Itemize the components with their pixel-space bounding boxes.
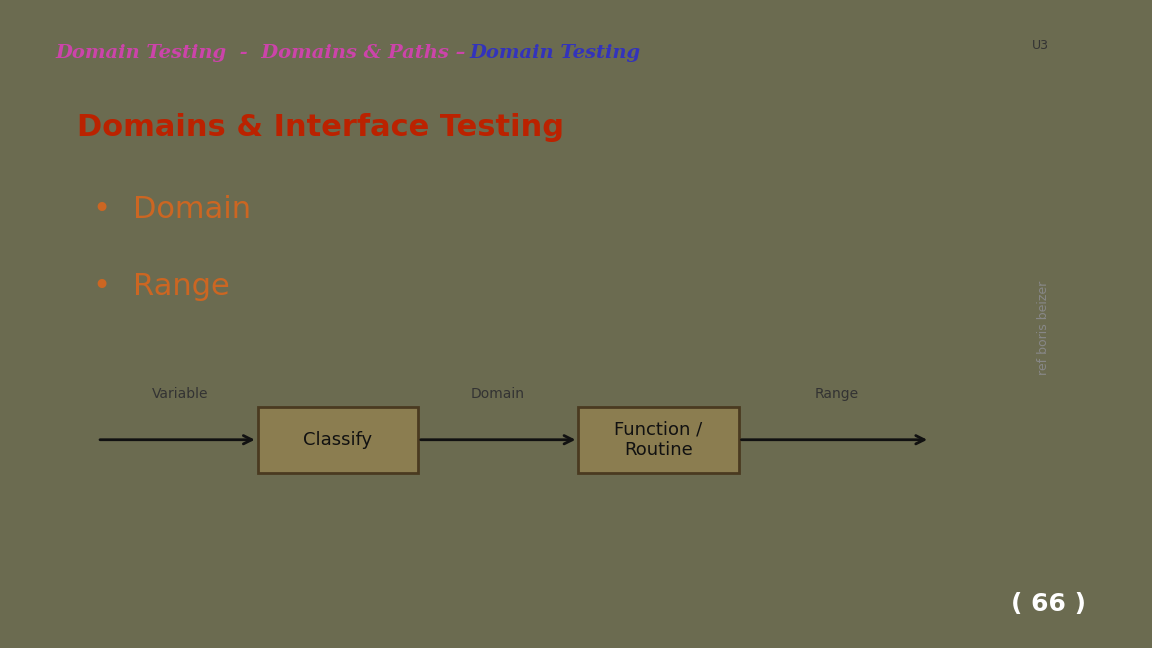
Text: U3: U3 <box>1032 39 1049 52</box>
Text: Domain: Domain <box>134 196 251 224</box>
Text: ref boris beizer: ref boris beizer <box>1037 281 1051 375</box>
Text: Domain: Domain <box>471 388 525 402</box>
Text: •: • <box>92 196 111 224</box>
Text: Function /
Routine: Function / Routine <box>614 421 703 459</box>
Text: ( 66 ): ( 66 ) <box>1011 592 1086 616</box>
Text: Domain Testing: Domain Testing <box>470 44 641 62</box>
Text: •: • <box>92 272 111 301</box>
Text: Domain Testing  -  Domains & Paths –: Domain Testing - Domains & Paths – <box>55 44 473 62</box>
Text: Variable: Variable <box>152 388 209 402</box>
Text: Domains & Interface Testing: Domains & Interface Testing <box>76 113 563 142</box>
Bar <box>258 406 418 473</box>
Bar <box>578 406 738 473</box>
Text: Range: Range <box>134 272 230 301</box>
Text: Classify: Classify <box>303 431 372 448</box>
Text: Range: Range <box>814 388 859 402</box>
